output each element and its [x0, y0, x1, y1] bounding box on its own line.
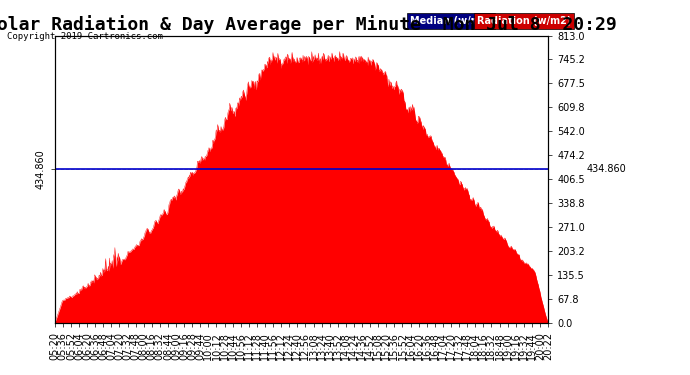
- Text: 434.860: 434.860: [587, 164, 627, 174]
- Text: Median (w/m2): Median (w/m2): [410, 16, 492, 26]
- Title: Solar Radiation & Day Average per Minute  Mon Jul 8  20:29: Solar Radiation & Day Average per Minute…: [0, 15, 617, 34]
- Text: Copyright 2019 Cartronics.com: Copyright 2019 Cartronics.com: [7, 32, 163, 41]
- Text: Radiation (w/m2): Radiation (w/m2): [477, 16, 571, 26]
